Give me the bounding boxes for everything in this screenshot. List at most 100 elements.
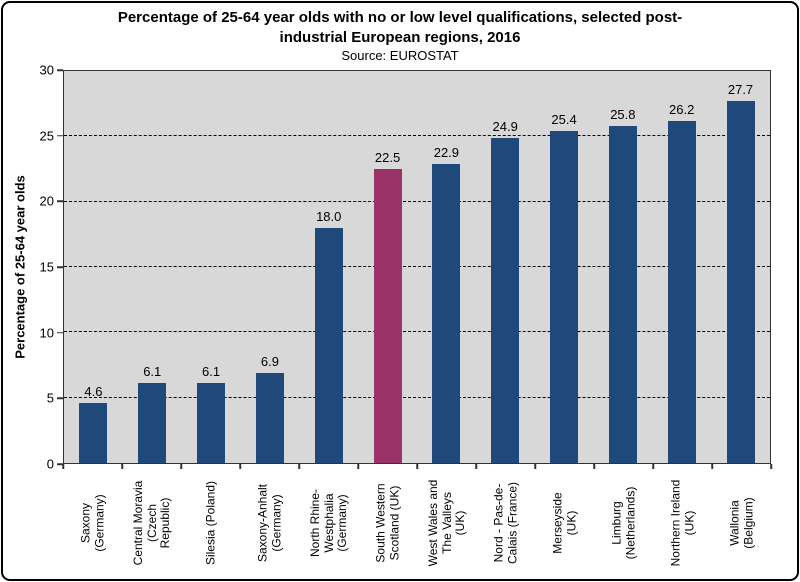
bar-value-label: 18.0	[316, 208, 342, 224]
bar-cell: 25.4	[535, 71, 594, 463]
x-axis-label-cell: Saxony (Germany)	[63, 470, 122, 576]
x-axis-label: Saxony (Germany)	[78, 494, 106, 552]
x-axis-label: Wallonia (Belgium)	[727, 497, 755, 549]
x-axis-label-cell: Northern Ireland (UK)	[653, 470, 712, 576]
plot-area: 4.6 6.1 6.1 6.9 18.0 22.5 22.9 24.9 25.4 25.8 26.2…	[63, 70, 771, 464]
y-axis-tick	[57, 266, 63, 268]
x-axis-label: North Rhine- Westphalia (Germany)	[307, 488, 349, 558]
bar	[432, 163, 461, 463]
x-axis-label: Saxony-Anhalt (Germany)	[255, 483, 283, 563]
bar	[314, 227, 343, 463]
x-axis-tick	[475, 463, 477, 469]
x-axis-tick	[62, 463, 64, 469]
bar-highlighted	[373, 169, 402, 463]
bar	[491, 137, 520, 463]
bar-cell: 22.5	[358, 71, 417, 463]
x-axis-tick	[652, 463, 654, 469]
x-axis-tick	[534, 463, 536, 469]
y-axis-tick-label: 10	[39, 325, 54, 341]
x-axis-tick	[416, 463, 418, 469]
x-axis-label: Central Moravia (Czech Republic)	[130, 480, 172, 566]
y-axis-tick-label: 15	[39, 259, 54, 275]
bar	[726, 101, 755, 463]
x-axis-label-cell: Silesia (Poland)	[181, 470, 240, 576]
y-axis-tick	[57, 134, 63, 137]
x-axis-label-cell: Nord - Pas-de- Calais (France)	[476, 470, 535, 576]
x-axis-tick	[770, 463, 772, 469]
bar-cell: 6.9	[240, 71, 299, 463]
x-axis-tick	[711, 463, 713, 469]
bar-cell: 6.1	[182, 71, 241, 463]
x-axis-tick	[239, 463, 241, 469]
bars-layer: 4.6 6.1 6.1 6.9 18.0 22.5 22.9 24.9 25.4 25.8 26.2…	[64, 71, 770, 463]
y-axis-tick	[57, 200, 63, 203]
chart-title: Percentage of 25-64 year olds with no or…	[117, 9, 683, 46]
bar-value-label: 6.1	[143, 364, 162, 380]
y-axis-tick-label: 20	[39, 193, 54, 209]
x-axis-label: West Wales and The Valleys (UK)	[425, 479, 467, 567]
bar	[79, 402, 108, 463]
x-axis-label-cell: Wallonia (Belgium)	[712, 470, 771, 576]
gridline	[64, 331, 770, 333]
gridline	[64, 135, 770, 137]
x-axis-label-cell: West Wales and The Valleys (UK)	[417, 470, 476, 576]
y-axis-tick-labels: 0 5 10 15 20 25 30	[0, 63, 54, 472]
bar-cell: 24.9	[476, 71, 535, 463]
y-axis-tick	[57, 463, 63, 465]
bar-cell: 27.7	[711, 71, 770, 463]
bar-value-label: 25.4	[551, 112, 577, 128]
x-axis-label-cell: Central Moravia (Czech Republic)	[122, 470, 181, 576]
bar-cell: 6.1	[123, 71, 182, 463]
y-axis-tick	[57, 397, 63, 400]
x-axis-label: Merseyside (UK)	[550, 492, 578, 554]
bar-cell: 18.0	[299, 71, 358, 463]
x-axis-label: South Western Scotland (UK)	[373, 483, 401, 563]
bar-value-label: 22.9	[433, 144, 460, 160]
bar-value-label: 6.9	[260, 353, 279, 369]
y-axis-tick	[57, 331, 63, 334]
bar-cell: 22.9	[417, 71, 476, 463]
x-axis-tick	[180, 463, 182, 469]
x-axis-label-cell: Merseyside (UK)	[535, 470, 594, 576]
y-axis-tick-label: 0	[46, 456, 54, 472]
bar-value-label: 24.9	[492, 118, 518, 134]
chart-subtitle: Source: EUROSTAT	[341, 48, 459, 63]
bar-value-label: 25.8	[610, 106, 636, 122]
bar	[608, 125, 637, 463]
bar-cell: 4.6	[64, 71, 123, 463]
x-axis-label: Northern Ireland (UK)	[668, 479, 696, 567]
bar	[197, 383, 226, 463]
bar-value-label: 6.1	[202, 364, 221, 380]
gridline	[64, 396, 770, 398]
x-axis-label: Limburg (Netherlands)	[609, 486, 637, 560]
x-axis-tick	[298, 463, 300, 469]
x-axis-tick	[357, 463, 359, 469]
bar-value-label: 4.6	[84, 383, 103, 399]
y-axis-tick-label: 25	[39, 128, 54, 144]
y-axis-tick-label: 5	[46, 390, 54, 406]
x-axis-label-cell: Limburg (Netherlands)	[594, 470, 653, 576]
bar-value-label: 26.2	[669, 101, 695, 117]
bar-cell: 25.8	[593, 71, 652, 463]
bar-value-label: 27.7	[727, 82, 754, 98]
x-axis-labels: Saxony (Germany) Central Moravia (Czech R…	[63, 470, 771, 576]
bar-cell: 26.2	[652, 71, 711, 463]
y-axis-tick-label: 30	[39, 62, 54, 78]
x-axis-label: Nord - Pas-de- Calais (France)	[491, 481, 519, 565]
x-axis-tick	[121, 463, 123, 469]
bar	[138, 383, 167, 463]
y-axis-tick-marks	[57, 69, 63, 465]
bar	[550, 131, 579, 463]
gridline	[64, 266, 770, 267]
gridline	[64, 200, 770, 202]
bar-value-label: 22.5	[374, 150, 401, 165]
x-axis-label-cell: North Rhine- Westphalia (Germany)	[299, 470, 358, 576]
y-axis-tick	[57, 69, 63, 71]
x-axis-tick-marks	[62, 463, 772, 469]
x-axis-label: Silesia (Poland)	[202, 480, 217, 566]
bar	[667, 120, 696, 463]
x-axis-tick	[593, 463, 595, 469]
x-axis-label-cell: Saxony-Anhalt (Germany)	[240, 470, 299, 576]
bar	[255, 372, 284, 463]
